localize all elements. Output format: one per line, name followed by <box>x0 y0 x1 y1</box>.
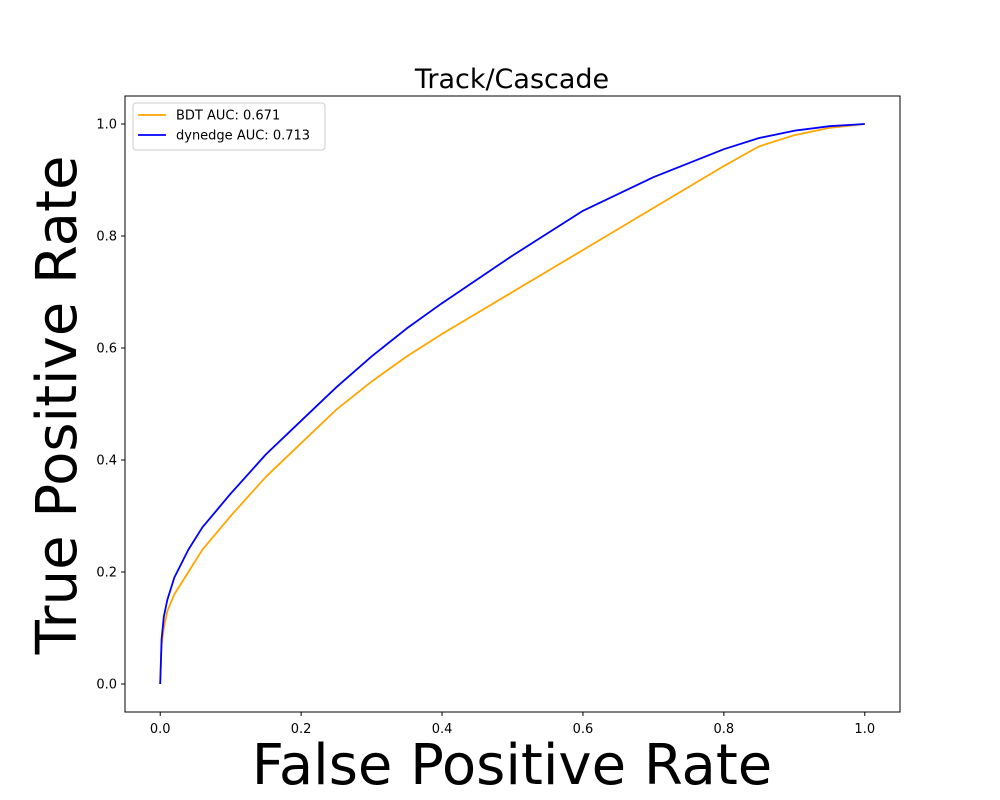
axes-frame <box>124 95 901 713</box>
x-axis: 0.0 0.2 0.4 0.6 0.8 1.0 <box>150 712 875 737</box>
x-tick-label: 0.0 <box>150 722 171 737</box>
x-axis-label: False Positive Rate <box>252 733 772 798</box>
x-tick-label: 0.8 <box>714 722 735 737</box>
series-line-bdt <box>159 123 865 685</box>
y-tick-label: 0.6 <box>96 342 117 357</box>
series-layer <box>159 123 865 685</box>
legend-label: BDT AUC: 0.671 <box>176 109 280 124</box>
x-tick-label: 0.2 <box>291 722 312 737</box>
y-axis-label: True Positive Rate <box>25 156 90 656</box>
y-axis: 0.0 0.2 0.4 0.6 0.8 1.0 <box>96 118 125 693</box>
legend: BDT AUC: 0.671 dynedge AUC: 0.713 <box>132 102 326 151</box>
x-tick-label: 0.6 <box>573 722 594 737</box>
y-tick-label: 0.2 <box>96 566 117 581</box>
legend-box <box>132 102 326 151</box>
series-line-dynedge <box>159 123 865 685</box>
chart-title: Track/Cascade <box>414 64 609 95</box>
y-tick-label: 1.0 <box>96 118 117 133</box>
legend-label: dynedge AUC: 0.713 <box>176 129 310 144</box>
y-tick-label: 0.4 <box>96 454 117 469</box>
y-tick-label: 0.0 <box>96 678 117 693</box>
plot-area <box>124 95 901 713</box>
y-tick-label: 0.8 <box>96 230 117 245</box>
x-tick-label: 0.4 <box>432 722 453 737</box>
x-tick-label: 1.0 <box>854 722 875 737</box>
